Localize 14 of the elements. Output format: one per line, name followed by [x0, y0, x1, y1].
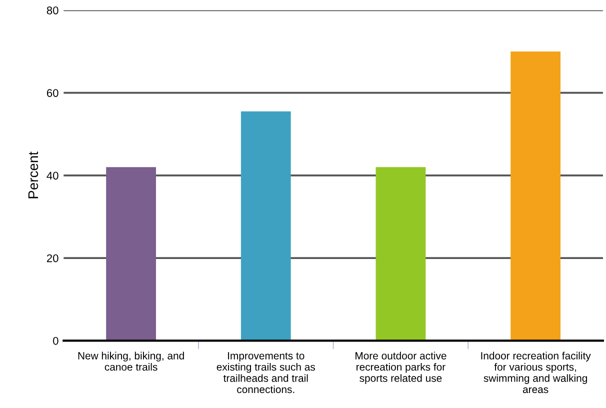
y-tick-label: 20 [46, 254, 58, 262]
x-tick-label: More outdoor active recreation parks for sports related use [356, 352, 446, 384]
bar [510, 52, 560, 341]
bar [376, 167, 426, 341]
bar [240, 111, 291, 341]
x-tick-label: Improvements to existing trails such as trailheads and trail connections. [216, 352, 316, 394]
y-tick-label: 60 [46, 89, 58, 97]
y-tick-label: 80 [46, 6, 58, 14]
y-axis-title: Percent [28, 152, 38, 198]
x-tick-label: Indoor recreation facility for various sports, swimming and walking areas [481, 352, 591, 394]
y-tick-label: 40 [46, 172, 58, 180]
y-tick-label: 0 [53, 336, 58, 345]
bar [106, 167, 156, 341]
x-tick-label: New hiking, biking, and canoe trails [78, 352, 184, 371]
